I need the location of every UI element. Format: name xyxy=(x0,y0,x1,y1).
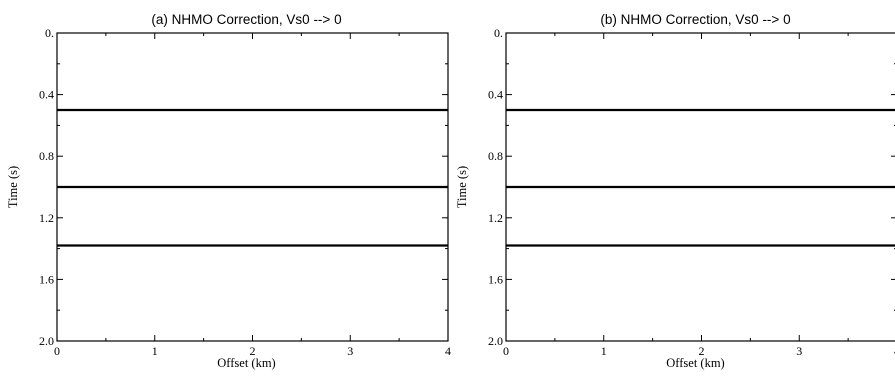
chart-title-b: (b) NHMO Correction, Vs0 --> 0 xyxy=(600,12,790,27)
x-tick-label-b-1: 1 xyxy=(601,344,607,358)
x-tick-label-b-0: 0 xyxy=(503,344,509,358)
y-tick-label-b-0: 0. xyxy=(494,26,503,40)
x-axis-label-a: Offset (km) xyxy=(217,356,275,370)
y-tick-label-a-1: 0.4 xyxy=(39,88,54,102)
x-tick-label-b-2: 2 xyxy=(699,344,705,358)
y-tick-label-b-4: 1.6 xyxy=(488,272,503,286)
y-tick-label-b-1: 0.4 xyxy=(488,88,503,102)
y-axis-label-a: Time (s) xyxy=(6,166,20,208)
y-tick-label-a-4: 1.6 xyxy=(39,272,54,286)
x-tick-label-a-2: 2 xyxy=(250,344,256,358)
x-tick-label-a-0: 0 xyxy=(54,344,60,358)
y-tick-label-a-5: 2.0 xyxy=(39,334,54,348)
y-tick-label-b-3: 1.2 xyxy=(488,211,503,225)
panel-b: (b) NHMO Correction, Vs0 --> 0012340.0.4… xyxy=(455,12,895,370)
x-tick-label-a-1: 1 xyxy=(152,344,158,358)
y-tick-label-a-3: 1.2 xyxy=(39,211,54,225)
x-axis-label-b: Offset (km) xyxy=(666,356,724,370)
y-tick-label-b-5: 2.0 xyxy=(488,334,503,348)
y-tick-label-a-0: 0. xyxy=(45,26,54,40)
x-tick-label-a-3: 3 xyxy=(347,344,353,358)
panel-a: (a) NHMO Correction, Vs0 --> 0 0 1 2 3 4 0. 0.4… xyxy=(6,12,451,370)
y-tick-label-b-2: 0.8 xyxy=(488,149,503,163)
x-tick-label-b-3: 3 xyxy=(796,344,802,358)
chart-title-a: (a) NHMO Correction, Vs0 --> 0 xyxy=(151,12,341,27)
y-axis-label-b: Time (s) xyxy=(455,166,469,208)
x-tick-label-a-4: 4 xyxy=(445,344,451,358)
y-tick-label-a-2: 0.8 xyxy=(39,149,54,163)
